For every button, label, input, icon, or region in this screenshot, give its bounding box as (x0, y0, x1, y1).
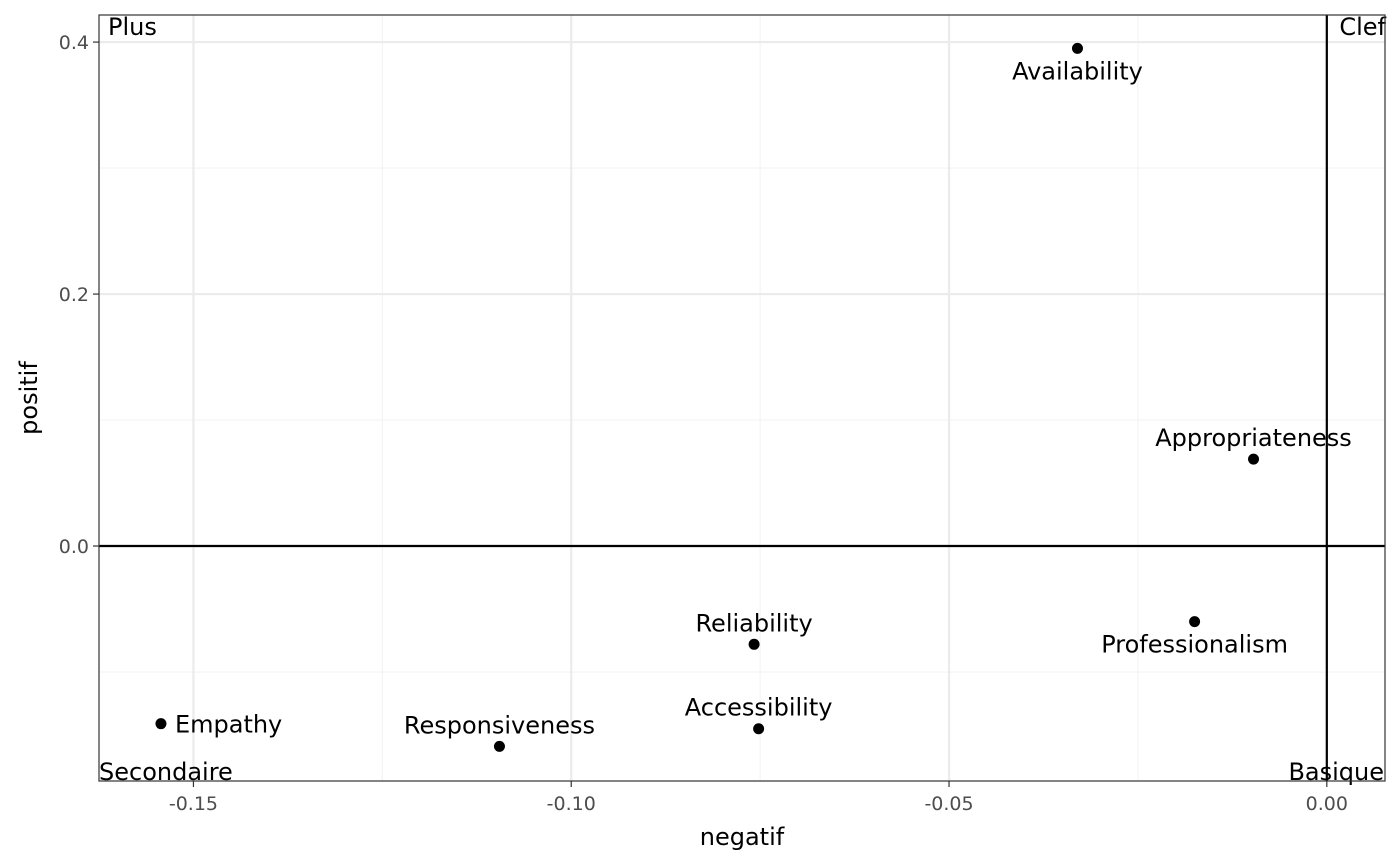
y-axis-title: positif (15, 361, 43, 435)
y-tick-label: 0.4 (59, 32, 89, 54)
point-label: Accessibility (685, 694, 833, 722)
y-tick-label: 0.0 (59, 536, 89, 558)
reference-lines (99, 15, 1385, 781)
point-label: Appropriateness (1155, 424, 1352, 452)
data-point (748, 638, 760, 650)
quadrant-label: Basique (1288, 758, 1384, 786)
quadrant-label: Clef (1339, 13, 1386, 41)
data-points: Availability Appropriateness Professionali… (155, 42, 1352, 752)
quadrant-label: Plus (108, 13, 157, 41)
x-axis-title: negatif (700, 823, 785, 851)
point-label: Professionalism (1101, 631, 1288, 659)
x-tick-label: -0.15 (169, 793, 218, 815)
point-label: Availability (1012, 57, 1143, 85)
point-label: Responsiveness (404, 711, 595, 739)
quadrant-label: Secondaire (99, 758, 233, 786)
minor-grid (99, 15, 1385, 781)
point-label: Reliability (695, 609, 812, 637)
data-point (1248, 453, 1260, 465)
data-point (1189, 616, 1201, 628)
major-grid (99, 15, 1385, 781)
data-point (1071, 42, 1083, 54)
y-axis-ticks: 0.0 0.2 0.4 (59, 32, 99, 558)
x-axis-ticks: -0.15 -0.10 -0.05 0.00 (169, 781, 1348, 815)
x-tick-label: 0.00 (1306, 793, 1348, 815)
data-point (753, 723, 765, 735)
x-tick-label: -0.05 (924, 793, 973, 815)
panel-border (98, 14, 1386, 782)
data-point (493, 740, 505, 752)
quadrant-labels: Plus Clef Secondaire Basique (99, 13, 1387, 786)
y-tick-label: 0.2 (59, 284, 89, 306)
x-tick-label: -0.10 (547, 793, 596, 815)
data-point (155, 718, 167, 730)
point-label: Empathy (175, 711, 282, 739)
